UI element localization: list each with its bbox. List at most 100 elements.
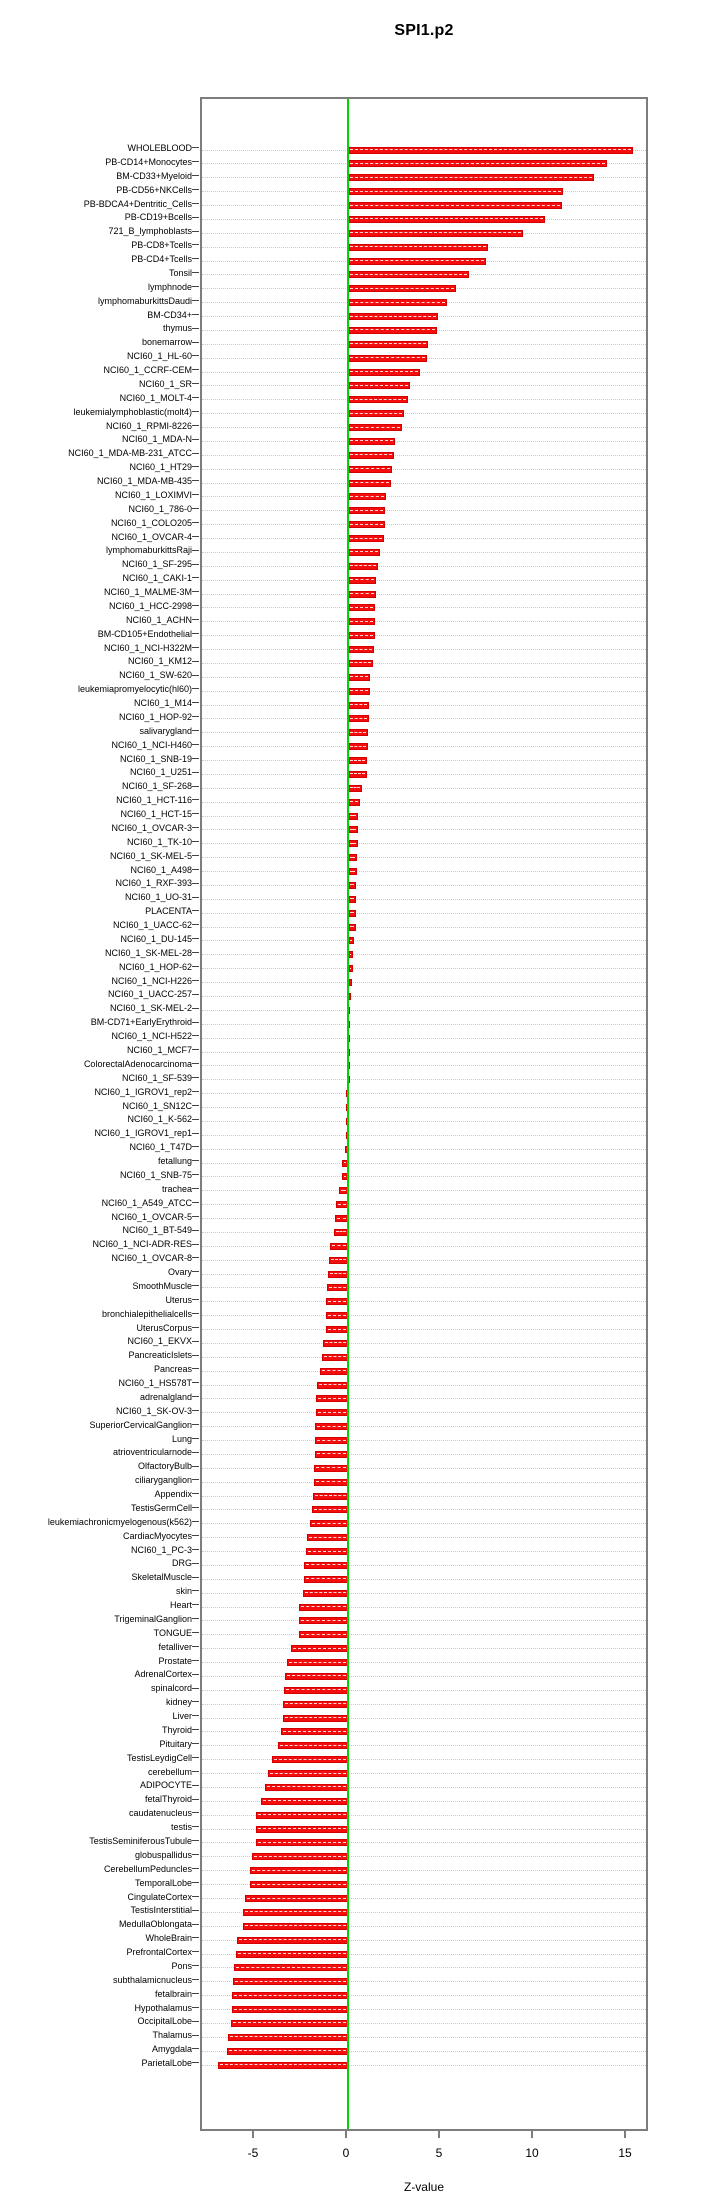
category-label: ParietalLobe (141, 2058, 192, 2069)
category-label: NCI60_1_IGROV1_rep2 (94, 1086, 192, 1097)
bar (348, 160, 607, 168)
category-label: NCI60_1_NCI-H522 (111, 1031, 192, 1042)
category-label: Pancreas (153, 1364, 192, 1375)
grid-line (202, 732, 646, 734)
y-tick-mark (192, 1715, 199, 1717)
category-label: NCI60_1_BT-549 (122, 1225, 192, 1236)
category-label: Pons (171, 1960, 192, 1971)
grid-line (202, 1995, 646, 1997)
y-tick-mark (192, 1063, 199, 1065)
grid-line (202, 940, 646, 942)
grid-line (202, 1412, 646, 1414)
bar (283, 1700, 348, 1708)
category-label: NCI60_1_SN12C (122, 1100, 192, 1111)
grid-line (202, 1315, 646, 1317)
grid-line (202, 1800, 646, 1802)
grid-line (202, 1342, 646, 1344)
y-tick-mark (192, 827, 199, 829)
bar (348, 923, 356, 931)
grid-line (202, 2036, 646, 2038)
category-label: NCI60_1_NCI-H460 (111, 739, 192, 750)
grid-line (202, 1620, 646, 1622)
category-label: adrenalgland (139, 1391, 192, 1402)
grid-line (202, 371, 646, 373)
y-tick-mark (192, 313, 199, 315)
grid-line (202, 2050, 646, 2052)
category-label: WHOLEBLOOD (127, 143, 192, 153)
bar (231, 2006, 348, 2014)
category-label: Hypothalamus (134, 2002, 192, 2013)
grid-line (202, 1107, 646, 1108)
bar (237, 1936, 348, 1944)
x-tick-mark (438, 2131, 440, 2138)
category-label: NCI60_1_NCI-H322M (103, 642, 192, 653)
grid-line (202, 1939, 646, 1941)
grid-line (202, 1981, 646, 1983)
y-tick-mark (192, 1951, 199, 1953)
bar (348, 340, 428, 348)
category-label: NCI60_1_A498 (130, 864, 192, 875)
y-tick-mark (192, 341, 199, 343)
y-tick-mark (192, 1340, 199, 1342)
y-tick-mark (192, 1090, 199, 1092)
category-label: NCI60_1_HCC-2998 (108, 600, 192, 611)
grid-line (202, 607, 646, 609)
category-label: atrioventricularnode (112, 1447, 192, 1458)
category-label: Thalamus (152, 2030, 192, 2041)
y-tick-mark (192, 327, 199, 329)
y-tick-mark (192, 1271, 199, 1273)
grid-line (202, 760, 646, 762)
bar (348, 618, 375, 626)
bar (313, 1464, 348, 1472)
y-tick-mark (192, 952, 199, 954)
grid-line (202, 829, 646, 831)
category-label: AdrenalCortex (134, 1669, 192, 1680)
plot-inner (202, 99, 646, 2129)
grid-line (202, 1731, 646, 1733)
bar (348, 437, 395, 445)
grid-line (202, 1592, 646, 1594)
bar (252, 1853, 348, 1861)
grid-line (202, 1537, 646, 1539)
y-tick-mark (192, 1104, 199, 1106)
y-tick-mark (192, 924, 199, 926)
bar (283, 1686, 348, 1694)
grid-line (202, 1786, 646, 1788)
grid-line (202, 1162, 646, 1164)
bar (348, 868, 357, 876)
category-label: PancreaticIslets (128, 1350, 192, 1361)
category-label: NCI60_1_KM12 (127, 656, 192, 667)
bar (327, 1284, 348, 1292)
grid-line (202, 773, 646, 775)
y-tick-mark (192, 355, 199, 357)
y-tick-mark (192, 2048, 199, 2050)
category-label: Amygdala (151, 2044, 192, 2055)
grid-line (202, 1606, 646, 1608)
y-tick-mark (192, 188, 199, 190)
category-label: PB-CD14+Monocytes (105, 156, 192, 167)
y-tick-mark (192, 813, 199, 815)
y-tick-mark (192, 1299, 199, 1301)
category-label: CerebellumPeduncles (103, 1863, 192, 1874)
grid-line (202, 1453, 646, 1455)
grid-line (202, 440, 646, 442)
y-tick-mark (192, 702, 199, 704)
bar (333, 1228, 348, 1236)
grid-line (202, 1662, 646, 1664)
category-label: NCI60_1_MALME-3M (103, 587, 192, 598)
bar (299, 1603, 348, 1611)
bar (348, 451, 394, 459)
grid-line (202, 746, 646, 748)
grid-line (202, 1967, 646, 1969)
category-label: lymphnode (147, 281, 192, 292)
category-label: NCI60_1_OVCAR-4 (111, 531, 192, 542)
category-label: fetalliver (158, 1641, 192, 1652)
category-label: kidney (165, 1697, 192, 1708)
grid-line (202, 579, 646, 581)
bar (265, 1783, 348, 1791)
y-tick-mark (192, 1534, 199, 1536)
bar (286, 1659, 348, 1667)
category-label: NCI60_1_MDA-MB-231_ATCC (68, 448, 192, 459)
x-tick-label: 5 (435, 2146, 443, 2160)
grid-line (202, 1370, 646, 1372)
